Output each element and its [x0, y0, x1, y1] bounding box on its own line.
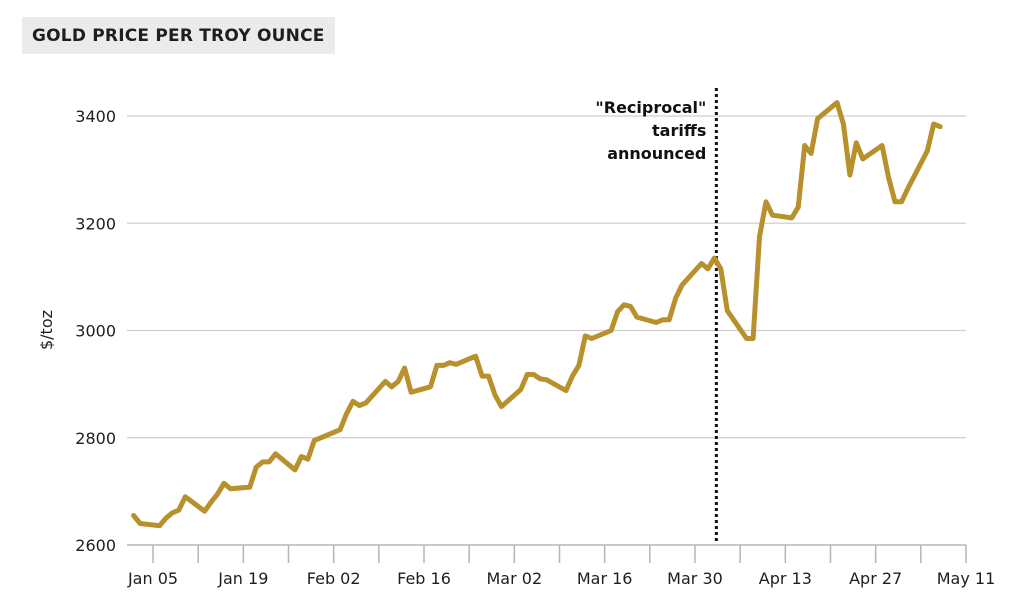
y-tick-label: 2600	[75, 536, 116, 555]
x-tick-label: Jan 05	[127, 569, 178, 588]
x-tick-label: Mar 02	[487, 569, 543, 588]
chart-title: GOLD PRICE PER TROY OUNCE	[22, 17, 335, 54]
x-tick-label: Jan 19	[217, 569, 268, 588]
y-axis: 2600 2800 3000 3200 3400	[75, 107, 116, 555]
gold-price-line	[131, 100, 943, 529]
y-tick-label: 2800	[75, 429, 116, 448]
x-tick-label: Apr 27	[849, 569, 902, 588]
y-tick-label: 3200	[75, 214, 116, 233]
x-tick-label: Feb 16	[397, 569, 451, 588]
y-tick-label: 3000	[75, 322, 116, 341]
annotation-text: announced	[607, 144, 706, 163]
gridlines	[127, 115, 966, 439]
x-tick-label: Mar 30	[667, 569, 723, 588]
y-tick-label: 3400	[75, 107, 116, 126]
x-axis: Jan 05 Jan 19 Feb 02 Feb 16 Mar 02 Mar 16 Mar …	[127, 544, 996, 588]
x-tick-label: Feb 02	[307, 569, 361, 588]
tariff-annotation: "Reciprocal" tariffs announced	[595, 88, 718, 543]
annotation-text: "Reciprocal"	[595, 98, 706, 117]
x-tick-label: May 11	[937, 569, 996, 588]
x-tick-label: Mar 16	[577, 569, 633, 588]
annotation-text: tariffs	[652, 121, 706, 140]
y-axis-label: $/toz	[37, 310, 56, 350]
x-tick-label: Apr 13	[759, 569, 812, 588]
